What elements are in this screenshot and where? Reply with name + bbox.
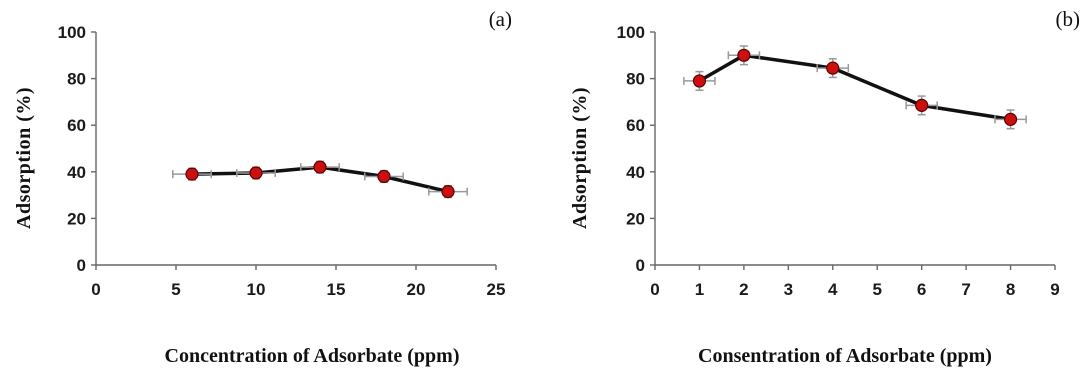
x-tick-label: 5 — [171, 280, 180, 299]
data-point-marker — [692, 74, 707, 88]
y-tick-label: 60 — [626, 116, 645, 135]
y-tick-label: 0 — [636, 256, 645, 275]
panel-label-a: (a) — [489, 7, 512, 31]
x-tick-label: 2 — [739, 280, 748, 299]
x-tick-label: 5 — [872, 280, 881, 299]
y-tick-label: 40 — [67, 163, 86, 182]
x-axis-label-a: Concentration of Adsorbate (ppm) — [165, 345, 460, 367]
y-tick-label: 100 — [58, 23, 86, 42]
data-point-marker — [915, 98, 929, 112]
y-tick-label: 20 — [67, 209, 86, 228]
x-tick-label: 6 — [917, 280, 926, 299]
data-point-marker — [1003, 112, 1018, 126]
plot-area-a: 0 20 40 60 80 100 0 5 10 15 20 25 — [58, 23, 506, 299]
data-point-marker — [313, 160, 327, 174]
y-tick-label: 80 — [626, 70, 645, 89]
x-tick-label: 1 — [695, 280, 704, 299]
x-axis-label-b: Consentration of Adsorbate (ppm) — [698, 345, 992, 367]
x-tick-label: 20 — [407, 280, 426, 299]
y-tick-label: 60 — [67, 116, 86, 135]
panel-label-b: (b) — [1056, 7, 1081, 31]
chart-panel-a: (a) Adsorption (%) Concentration of Adso… — [13, 7, 512, 367]
y-tick-label: 0 — [77, 256, 86, 275]
chart-panel-b: (b) Adsorption (%) Consentration of Adso… — [569, 7, 1080, 367]
y-axis-label-a: Adsorption (%) — [13, 87, 35, 229]
data-point-marker — [737, 48, 751, 62]
x-tick-label: 9 — [1050, 280, 1059, 299]
data-point-marker — [377, 169, 391, 184]
x-tick-label: 7 — [961, 280, 970, 299]
x-tick-label: 4 — [828, 280, 838, 299]
x-tick-label: 0 — [650, 280, 659, 299]
data-point-marker — [826, 61, 840, 75]
x-tick-label: 0 — [91, 280, 100, 299]
x-tick-label: 15 — [327, 280, 346, 299]
data-point-marker — [249, 166, 263, 180]
y-tick-label: 20 — [626, 209, 645, 228]
data-point-marker — [185, 167, 199, 181]
y-tick-label: 40 — [626, 163, 645, 182]
x-tick-label: 8 — [1006, 280, 1015, 299]
x-tick-label: 25 — [487, 280, 506, 299]
data-point-marker — [441, 185, 455, 199]
y-tick-label: 80 — [67, 70, 86, 89]
y-tick-label: 100 — [617, 23, 645, 42]
plot-area-b: 0 20 40 60 80 100 0 1 2 3 4 5 6 7 8 9 — [617, 23, 1060, 299]
y-axis-label-b: Adsorption (%) — [569, 87, 591, 229]
x-tick-label: 3 — [784, 280, 793, 299]
x-tick-label: 10 — [247, 280, 266, 299]
